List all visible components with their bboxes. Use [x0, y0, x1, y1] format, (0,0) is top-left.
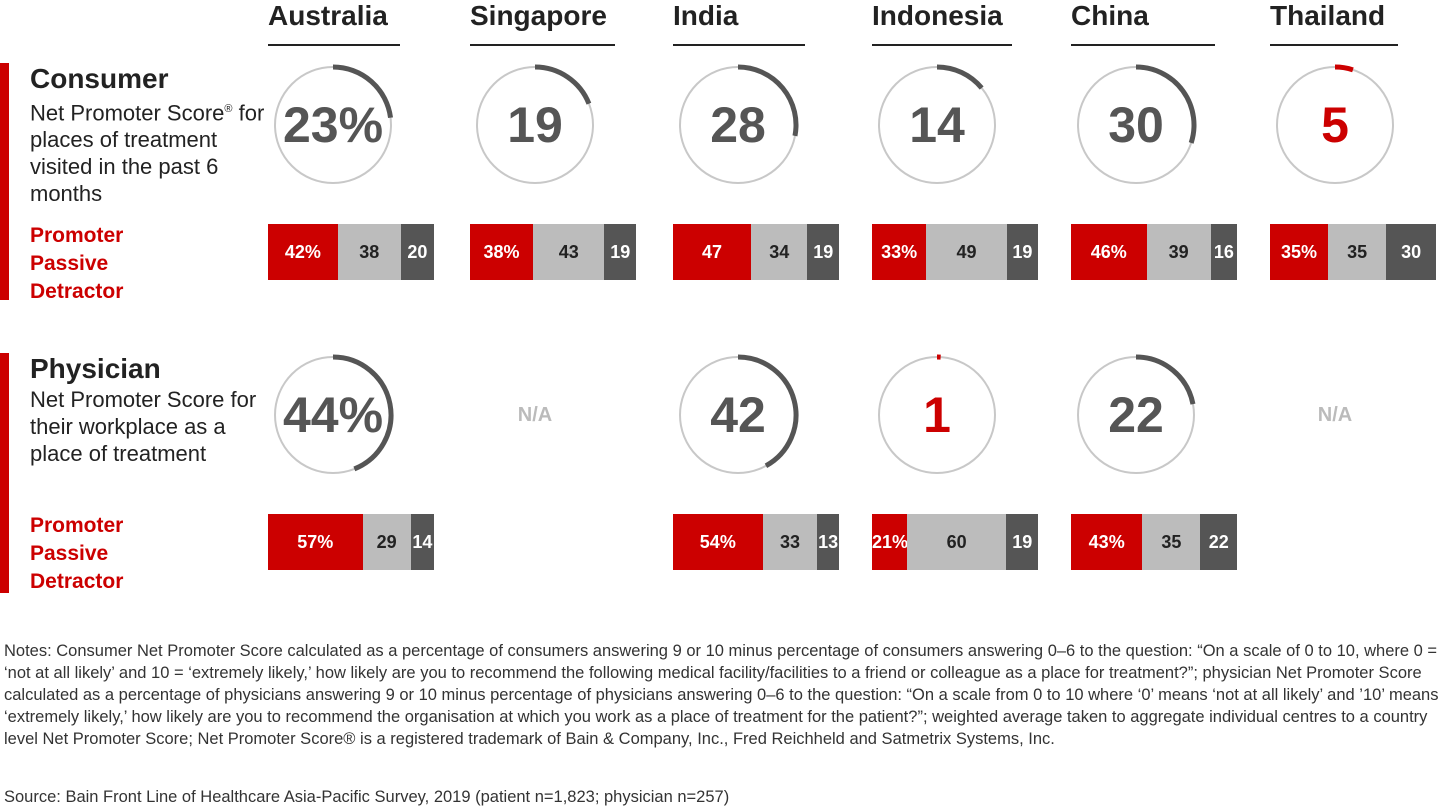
nps-arc — [737, 64, 799, 137]
passive-segment: 35 — [1142, 514, 1201, 570]
physician-nps-ring-australia: 44% — [268, 350, 398, 480]
physician-section-bar — [0, 353, 9, 593]
promoter-segment: 42% — [268, 224, 338, 280]
passive-segment: 43 — [533, 224, 605, 280]
promoter-segment: 35% — [1270, 224, 1329, 280]
physician-nps-ring-indonesia: 1 — [872, 350, 1002, 480]
passive-segment: 33 — [762, 514, 818, 570]
notes: Notes: Consumer Net Promoter Score calcu… — [4, 642, 1439, 748]
legend-detractor: Detractor — [30, 280, 124, 303]
promoter-segment: 57% — [268, 514, 363, 570]
consumer-nps-ring-thailand: 5 — [1270, 60, 1400, 190]
physician-nps-ring-india: 42 — [673, 350, 803, 480]
detractor-segment: 19 — [604, 224, 636, 280]
nps-value: 30 — [1108, 97, 1164, 153]
passive-segment: 60 — [906, 514, 1007, 570]
detractor-segment: 19 — [807, 224, 839, 280]
country-header-australia: Australia — [268, 0, 400, 46]
nps-value: 44% — [282, 387, 384, 443]
passive-segment: 34 — [751, 224, 808, 280]
legend-promoter: Promoter — [30, 224, 124, 247]
nps-arc — [1135, 354, 1196, 405]
physician-stacked-bar-australia: 57% 29 14 — [268, 514, 434, 570]
physician-legend: Promoter Passive Detractor — [30, 512, 123, 596]
physician-stacked-bar-india: 54% 33 13 — [673, 514, 839, 570]
detractor-segment: 13 — [817, 514, 839, 570]
promoter-segment: 46% — [1071, 224, 1147, 280]
nps-value: 1 — [923, 387, 951, 443]
consumer-stacked-bar-singapore: 38% 43 19 — [470, 224, 636, 280]
consumer-stacked-bar-australia: 42% 38 20 — [268, 224, 434, 280]
promoter-segment: 21% — [872, 514, 908, 570]
legend-detractor: Detractor — [30, 570, 124, 593]
passive-segment: 29 — [362, 514, 411, 570]
nps-arc — [737, 354, 799, 469]
nps-arc — [332, 354, 394, 472]
consumer-stacked-bar-thailand: 35% 35 30 — [1270, 224, 1436, 280]
legend-passive: Passive — [30, 252, 109, 275]
legend-passive: Passive — [30, 542, 109, 565]
passive-segment: 49 — [926, 224, 1007, 280]
promoter-segment: 43% — [1071, 514, 1143, 570]
physician-title: Physician — [30, 353, 161, 384]
detractor-segment: 19 — [1006, 224, 1038, 280]
consumer-description: Net Promoter Score® for places of treatm… — [30, 100, 265, 207]
consumer-nps-ring-singapore: 19 — [470, 60, 600, 190]
nps-arc — [1334, 64, 1354, 73]
nps-arc — [1135, 64, 1197, 144]
country-header-china: China — [1071, 0, 1215, 46]
physician-nps-na-thailand: N/A — [1317, 404, 1353, 426]
detractor-segment: 20 — [400, 224, 434, 280]
nps-value: 5 — [1321, 97, 1349, 153]
source: Source: Bain Front Line of Healthcare As… — [4, 788, 730, 806]
consumer-legend: Promoter Passive Detractor — [30, 222, 123, 306]
nps-value: 22 — [1108, 387, 1164, 443]
promoter-segment: 54% — [673, 514, 763, 570]
consumer-title: Consumer — [30, 63, 169, 94]
consumer-stacked-bar-indonesia: 33% 49 19 — [872, 224, 1038, 280]
consumer-nps-ring-india: 28 — [673, 60, 803, 190]
nps-arc — [534, 64, 592, 105]
physician-stacked-bar-indonesia: 21% 60 19 — [872, 514, 1038, 570]
consumer-stacked-bar-china: 46% 39 16 — [1071, 224, 1237, 280]
consumer-nps-ring-australia: 23% — [268, 60, 398, 190]
country-header-indonesia: Indonesia — [872, 0, 1012, 46]
physician-stacked-bar-china: 43% 35 22 — [1071, 514, 1237, 570]
detractor-segment: 19 — [1006, 514, 1038, 570]
consumer-stacked-bar-india: 47 34 19 — [673, 224, 839, 280]
promoter-segment: 33% — [872, 224, 927, 280]
passive-segment: 35 — [1328, 224, 1387, 280]
detractor-segment: 22 — [1200, 514, 1237, 570]
country-header-thailand: Thailand — [1270, 0, 1398, 46]
promoter-segment: 47 — [673, 224, 752, 280]
physician-description: Net Promoter Score for their workplace a… — [30, 387, 257, 466]
nps-arc — [332, 64, 394, 119]
consumer-nps-ring-indonesia: 14 — [872, 60, 1002, 190]
consumer-section-bar — [0, 63, 9, 300]
promoter-segment: 38% — [470, 224, 534, 280]
nps-value: 23% — [282, 97, 384, 153]
nps-value: 14 — [909, 97, 965, 153]
physician-nps-na-singapore: N/A — [517, 404, 553, 426]
legend-promoter: Promoter — [30, 514, 124, 537]
nps-value: 28 — [710, 97, 766, 153]
nps-value: 19 — [507, 97, 563, 153]
country-header-singapore: Singapore — [470, 0, 615, 46]
physician-nps-ring-china: 22 — [1071, 350, 1201, 480]
country-header-india: India — [673, 0, 805, 46]
nps-value: 42 — [710, 387, 766, 443]
consumer-nps-ring-china: 30 — [1071, 60, 1201, 190]
detractor-segment: 30 — [1386, 224, 1436, 280]
detractor-segment: 14 — [410, 514, 434, 570]
passive-segment: 39 — [1146, 224, 1211, 280]
nps-arc — [936, 64, 984, 90]
detractor-segment: 16 — [1210, 224, 1237, 280]
passive-segment: 38 — [337, 224, 401, 280]
